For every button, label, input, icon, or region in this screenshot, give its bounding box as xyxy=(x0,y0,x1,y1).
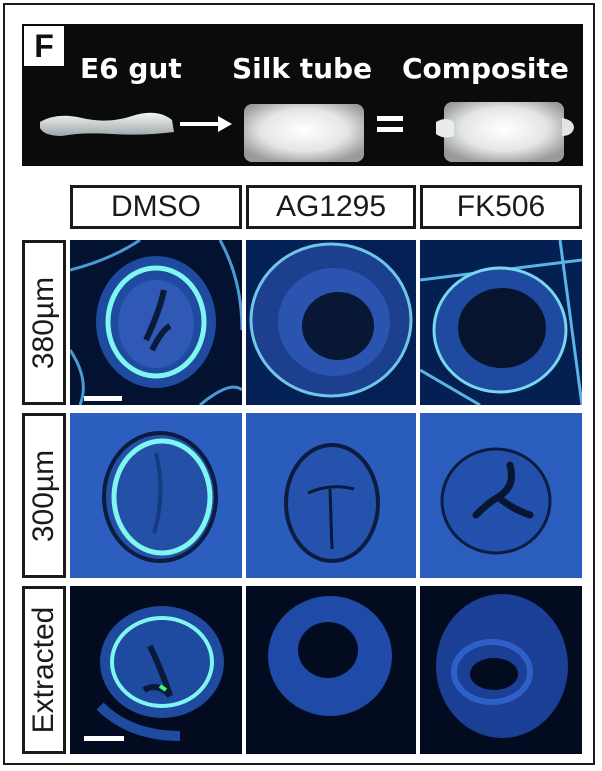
micrograph-300-ag1295 xyxy=(246,413,416,578)
composite-shape xyxy=(444,102,564,162)
equals-bar-bottom xyxy=(377,127,403,132)
banner-illustration xyxy=(40,102,574,162)
micrograph-380-dmso xyxy=(70,240,242,405)
row-label-extracted: Extracted xyxy=(22,586,66,754)
micrograph-extracted-fk506 xyxy=(420,586,582,754)
column-header-ag1295: AG1295 xyxy=(246,185,416,229)
arrow-head xyxy=(218,116,232,132)
row-label-300um: 300µm xyxy=(22,413,66,578)
row-label-380um: 380µm xyxy=(22,240,66,405)
micrograph-300-fk506 xyxy=(420,413,582,578)
micrograph-extracted-dmso xyxy=(70,586,242,754)
micrograph-extracted-ag1295 xyxy=(246,586,416,754)
banner-label-composite: Composite xyxy=(402,52,569,85)
panel-letter: F xyxy=(24,26,64,66)
micrograph-380-fk506 xyxy=(420,240,582,405)
column-header-fk506: FK506 xyxy=(420,185,582,229)
banner-label-e6-gut: E6 gut xyxy=(80,52,182,85)
banner-photo xyxy=(22,24,583,166)
scale-bar xyxy=(84,736,124,741)
equals-bar-top xyxy=(377,116,403,121)
micrograph-380-ag1295 xyxy=(246,240,416,405)
gut-tissue-shape xyxy=(40,112,174,136)
silk-tube-shape xyxy=(244,104,364,162)
scale-bar xyxy=(84,396,122,401)
micrograph-300-dmso xyxy=(70,413,242,578)
column-header-dmso: DMSO xyxy=(70,185,242,229)
banner-label-silk-tube: Silk tube xyxy=(232,52,373,85)
